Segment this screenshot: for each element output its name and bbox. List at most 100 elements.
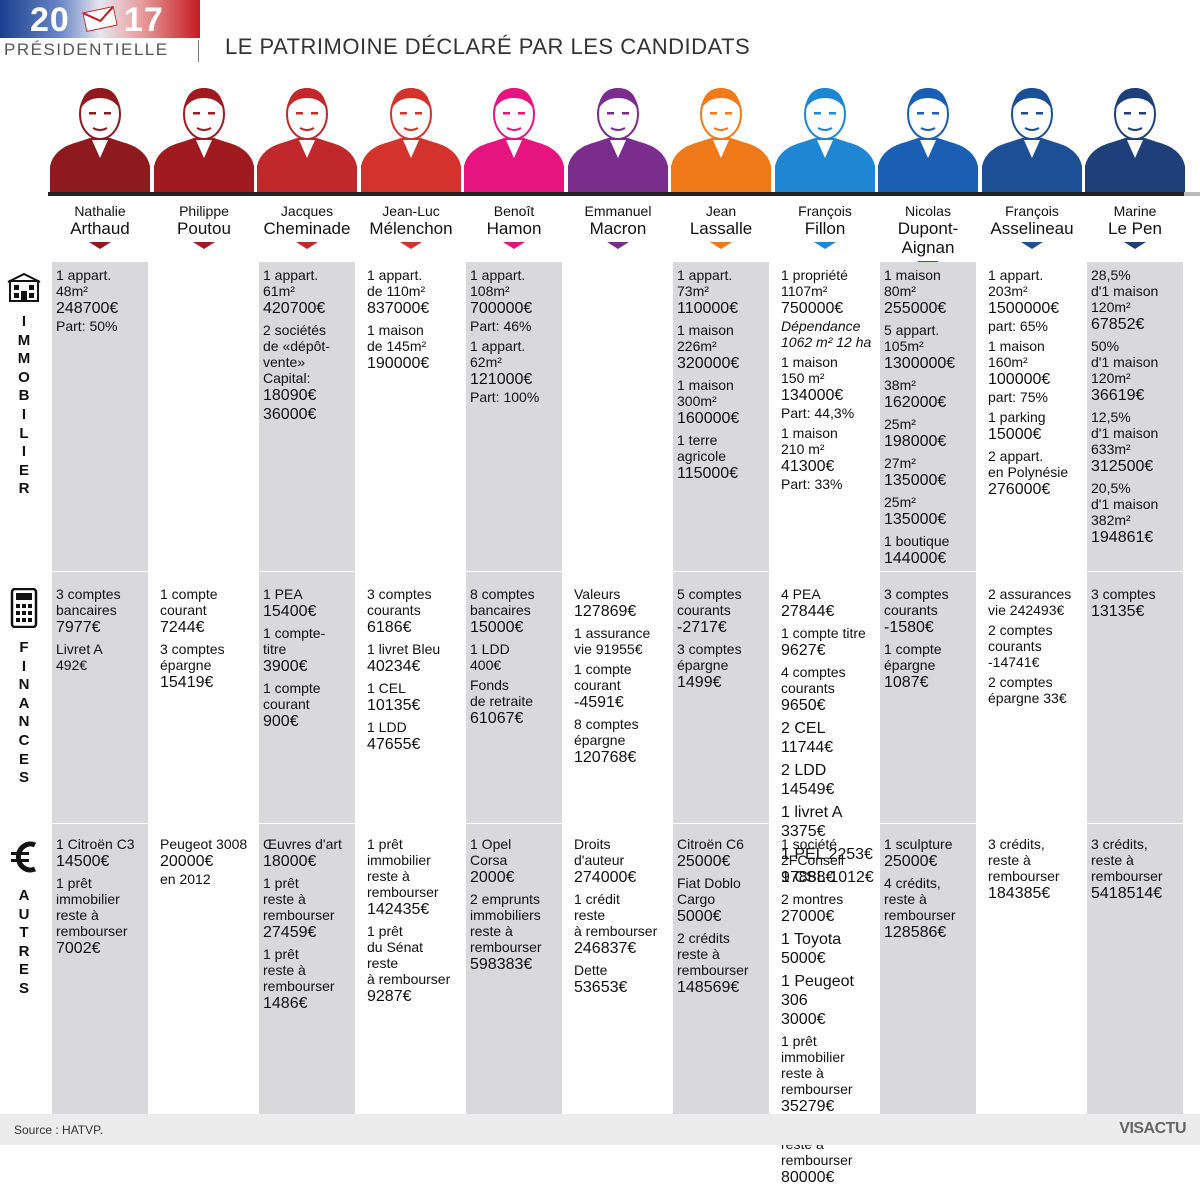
asset-label: d'1 maison — [1091, 283, 1159, 299]
asset-value: 18090€ — [263, 387, 317, 404]
asset-label: 1 appart. — [677, 267, 733, 283]
asset-value: 1 Toyota 5000€ — [781, 931, 842, 967]
asset-value: 15419€ — [160, 674, 214, 691]
asset-label: 1 assurance — [574, 625, 651, 641]
asset-label: 1 maison — [884, 267, 941, 283]
asset-value: 1087€ — [884, 674, 929, 691]
candidate-first-name: Benoît — [493, 203, 535, 219]
asset-label: rembourser — [470, 939, 542, 955]
asset-label: 1 compte — [574, 661, 632, 677]
asset-value: 67852€ — [1091, 316, 1145, 333]
cell-finances: 3 comptes courants 6186€ 1 livret Bleu 40234… — [367, 586, 463, 758]
asset-label: 4 PEA — [781, 586, 821, 602]
asset-value: 190000€ — [367, 355, 430, 372]
asset-label: épargne 33€ — [988, 690, 1067, 706]
section-letter: B — [18, 387, 30, 405]
asset-label: 1 prêt — [263, 875, 299, 891]
asset-item: 1 maison de 145m² 190000€ — [367, 322, 463, 373]
asset-label: Corsa — [470, 852, 508, 868]
asset-value: 274000€ — [574, 869, 637, 886]
asset-label: 1 maison — [988, 338, 1045, 354]
asset-item: 2 assurances vie 242493€ — [988, 586, 1084, 618]
asset-value: 25000€ — [677, 853, 731, 870]
asset-item: 2 montres 27000€ — [781, 891, 877, 926]
asset-label: 226m² — [677, 338, 717, 354]
asset-label: 1 maison — [367, 322, 424, 338]
asset-label: 1 crédit — [574, 891, 620, 907]
asset-label: 12,5% — [1091, 409, 1131, 425]
cell-immobilier: 1 appart. 61m² 420700€ 2 sociétés de «dépôt-… — [263, 267, 359, 428]
asset-item: 1 compte courant 900€ — [263, 680, 359, 731]
asset-value: 194861€ — [1091, 529, 1154, 546]
asset-value: 1500000€ — [988, 300, 1060, 317]
asset-item: 3 comptes courants 6186€ — [367, 586, 463, 637]
asset-value: 900€ — [263, 713, 299, 730]
asset-item: 1 CEL 10135€ — [367, 680, 463, 715]
section-letter: M — [17, 331, 31, 349]
candidate-name: Marine Le Pen — [1083, 203, 1187, 249]
asset-item: 1 parking 15000€ — [988, 409, 1084, 444]
asset-label: agricole — [677, 448, 727, 464]
asset-item: 1 compte titre 9627€ — [781, 625, 877, 660]
asset-value: 420700€ — [263, 300, 326, 317]
asset-label: 73m² — [677, 283, 709, 299]
candidate-last-name: Arthaud — [70, 219, 130, 238]
asset-label: 1 maison — [781, 354, 838, 370]
asset-label: Dépendance — [781, 318, 861, 334]
asset-label: rembourser — [1091, 868, 1163, 884]
section-divider — [0, 571, 1200, 572]
asset-item: 1 crédit reste à rembourser 246837€ — [574, 891, 670, 958]
asset-label: reste à — [56, 907, 99, 923]
asset-label: 1 appart. — [988, 267, 1044, 283]
asset-label: Droits — [574, 836, 611, 852]
asset-label: 1 Opel — [470, 836, 512, 852]
asset-label: reste à — [263, 962, 306, 978]
asset-item: 1 maison 80m² 255000€ — [884, 267, 980, 318]
asset-value: 27000€ — [781, 908, 835, 925]
asset-item: 1 prêt reste à rembourser 27459€ — [263, 875, 359, 942]
asset-label: immobilier — [367, 852, 431, 868]
asset-item: 1 PEA 15400€ — [263, 586, 359, 621]
asset-label: vente» — [263, 354, 306, 370]
asset-value: 3900€ — [263, 658, 308, 675]
asset-item: 28,5% d'1 maison 120m² 67852€ — [1091, 267, 1177, 334]
asset-label: épargne — [677, 657, 729, 673]
asset-label: 160m² — [988, 354, 1028, 370]
asset-value: 18000€ — [263, 853, 317, 870]
asset-item: 50% d'1 maison 120m² 36619€ — [1091, 338, 1177, 405]
candidate-name: Nicolas Dupont-Aignan — [876, 203, 980, 268]
asset-value: 148569€ — [677, 979, 740, 996]
asset-value: 184385€ — [988, 885, 1051, 902]
asset-item: Dette 53653€ — [574, 962, 670, 997]
asset-label: 1 appart. — [263, 267, 319, 283]
asset-label: courant — [160, 602, 207, 618]
asset-item: 1 Citroën C3 14500€ — [56, 836, 152, 871]
asset-item: 25m² 198000€ — [884, 416, 980, 451]
asset-value: 1486€ — [263, 995, 308, 1012]
asset-value: 6186€ — [367, 619, 412, 636]
asset-value: 53653€ — [574, 979, 628, 996]
calculator-icon — [0, 587, 48, 633]
asset-label: 105m² — [884, 338, 924, 354]
cell-immobilier: 1 maison 80m² 255000€ 5 appart. 105m² 1300000… — [884, 267, 980, 572]
asset-label: bancaires — [470, 602, 531, 618]
asset-item: 2 crédits reste à rembourser 148569€ — [677, 930, 773, 997]
asset-label: Part: 100% — [470, 389, 540, 405]
candidate-first-name: Emmanuel — [584, 203, 652, 219]
section-letter: R — [18, 942, 30, 960]
asset-label: reste à — [1091, 852, 1134, 868]
asset-label: rembourser — [56, 923, 128, 939]
asset-value: 2 LDD 14549€ — [781, 762, 835, 798]
cell-immobilier: 28,5% d'1 maison 120m² 67852€ 50% d'1 maison 1… — [1091, 267, 1177, 551]
asset-value: 41300€ — [781, 458, 835, 475]
section-letter: A — [18, 694, 30, 712]
asset-value: 160000€ — [677, 410, 740, 427]
asset-label: 1 maison — [677, 377, 734, 393]
asset-item: 38m² 162000€ — [884, 377, 980, 412]
asset-value: 121000€ — [470, 371, 533, 388]
section-letter: E — [18, 461, 29, 479]
asset-label: Fonds — [470, 677, 509, 693]
asset-value: 97888€ — [781, 869, 835, 886]
cell-finances: 1 PEA 15400€ 1 compte-titre 3900€ 1 compte co… — [263, 586, 359, 735]
